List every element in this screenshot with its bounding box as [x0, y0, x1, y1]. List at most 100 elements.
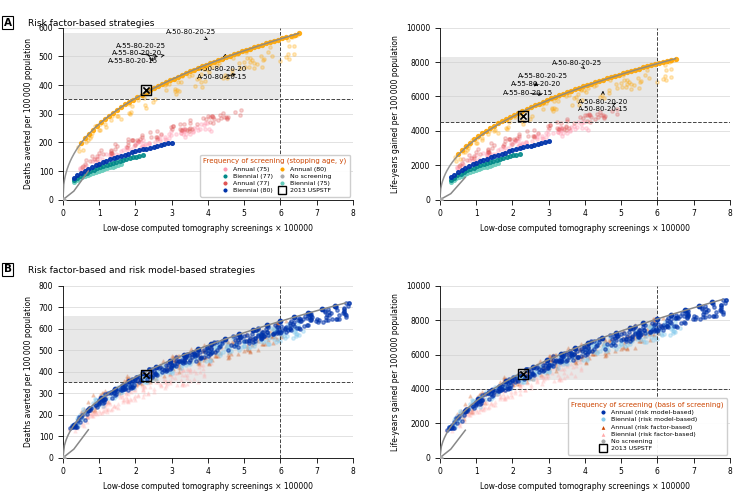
Point — [510, 377, 522, 385]
Point — [459, 410, 471, 418]
Point — [151, 134, 163, 142]
Point — [520, 138, 532, 146]
Point — [472, 132, 484, 140]
Point — [165, 364, 177, 372]
Point — [179, 371, 191, 379]
Point — [149, 369, 161, 377]
Point — [115, 160, 127, 169]
Point — [185, 345, 197, 353]
Point — [229, 337, 241, 345]
Point — [495, 385, 507, 393]
Point — [184, 368, 196, 376]
Point — [720, 299, 731, 307]
Point — [67, 422, 79, 430]
Point — [256, 340, 268, 348]
Point — [184, 67, 196, 75]
Point — [147, 371, 159, 379]
Point — [715, 304, 727, 312]
Point — [551, 105, 562, 113]
Point — [575, 345, 587, 353]
Point — [248, 64, 260, 72]
Point — [265, 331, 276, 340]
Point — [100, 389, 112, 397]
Point — [466, 136, 478, 144]
Point — [150, 370, 162, 378]
Point — [243, 339, 255, 347]
Point — [245, 58, 256, 66]
Point — [485, 399, 496, 407]
Point — [674, 312, 686, 320]
Point — [611, 332, 623, 341]
Point — [470, 399, 482, 407]
Point — [141, 378, 153, 386]
Point — [123, 109, 135, 117]
Point — [500, 380, 512, 388]
Point — [591, 342, 602, 350]
Point — [265, 331, 276, 340]
Point — [156, 363, 168, 371]
Point — [633, 328, 645, 336]
Point — [159, 135, 170, 143]
Point — [448, 417, 460, 426]
Point — [312, 318, 324, 326]
Point — [247, 339, 259, 347]
Point — [193, 356, 205, 364]
Point — [706, 298, 718, 306]
Point — [561, 356, 573, 364]
Point — [145, 367, 157, 375]
Point — [474, 405, 486, 413]
Point — [285, 316, 297, 324]
Point — [107, 149, 119, 157]
Point — [624, 333, 636, 342]
Point — [645, 325, 657, 333]
Point — [489, 387, 501, 395]
Point — [288, 50, 300, 58]
Point — [594, 336, 605, 344]
Point — [230, 340, 242, 348]
Text: B: B — [4, 264, 12, 274]
Point — [116, 115, 127, 123]
Point — [270, 325, 282, 333]
Point — [659, 317, 671, 325]
Point — [139, 94, 150, 102]
Point — [104, 155, 116, 163]
Point — [205, 127, 217, 135]
Point — [497, 380, 509, 388]
Point — [503, 118, 515, 126]
Point — [106, 394, 118, 402]
Point — [481, 388, 493, 396]
Point — [83, 130, 95, 138]
Point — [268, 328, 280, 336]
Point — [648, 322, 659, 330]
Point — [542, 364, 554, 372]
Point — [91, 152, 103, 160]
Point — [272, 327, 284, 336]
Point — [549, 357, 561, 365]
Point — [560, 357, 572, 365]
Point — [533, 130, 545, 138]
Point — [620, 338, 632, 346]
Point — [540, 133, 552, 141]
Point — [569, 346, 581, 354]
Point — [150, 133, 162, 141]
Point — [611, 332, 622, 340]
Point — [477, 403, 489, 411]
Point — [91, 122, 103, 130]
Point — [646, 330, 658, 338]
Point — [471, 159, 482, 167]
Point — [112, 387, 124, 395]
Point — [462, 407, 474, 415]
Point — [504, 384, 516, 392]
Point — [128, 384, 140, 392]
Point — [516, 107, 528, 115]
Point — [113, 161, 124, 169]
Point — [463, 141, 475, 149]
Point — [86, 405, 98, 413]
Point — [499, 378, 511, 386]
Point — [562, 360, 574, 368]
Text: A: A — [4, 18, 12, 28]
Point — [84, 170, 96, 178]
Point — [137, 145, 149, 153]
Point — [544, 360, 556, 368]
Point — [649, 333, 661, 342]
